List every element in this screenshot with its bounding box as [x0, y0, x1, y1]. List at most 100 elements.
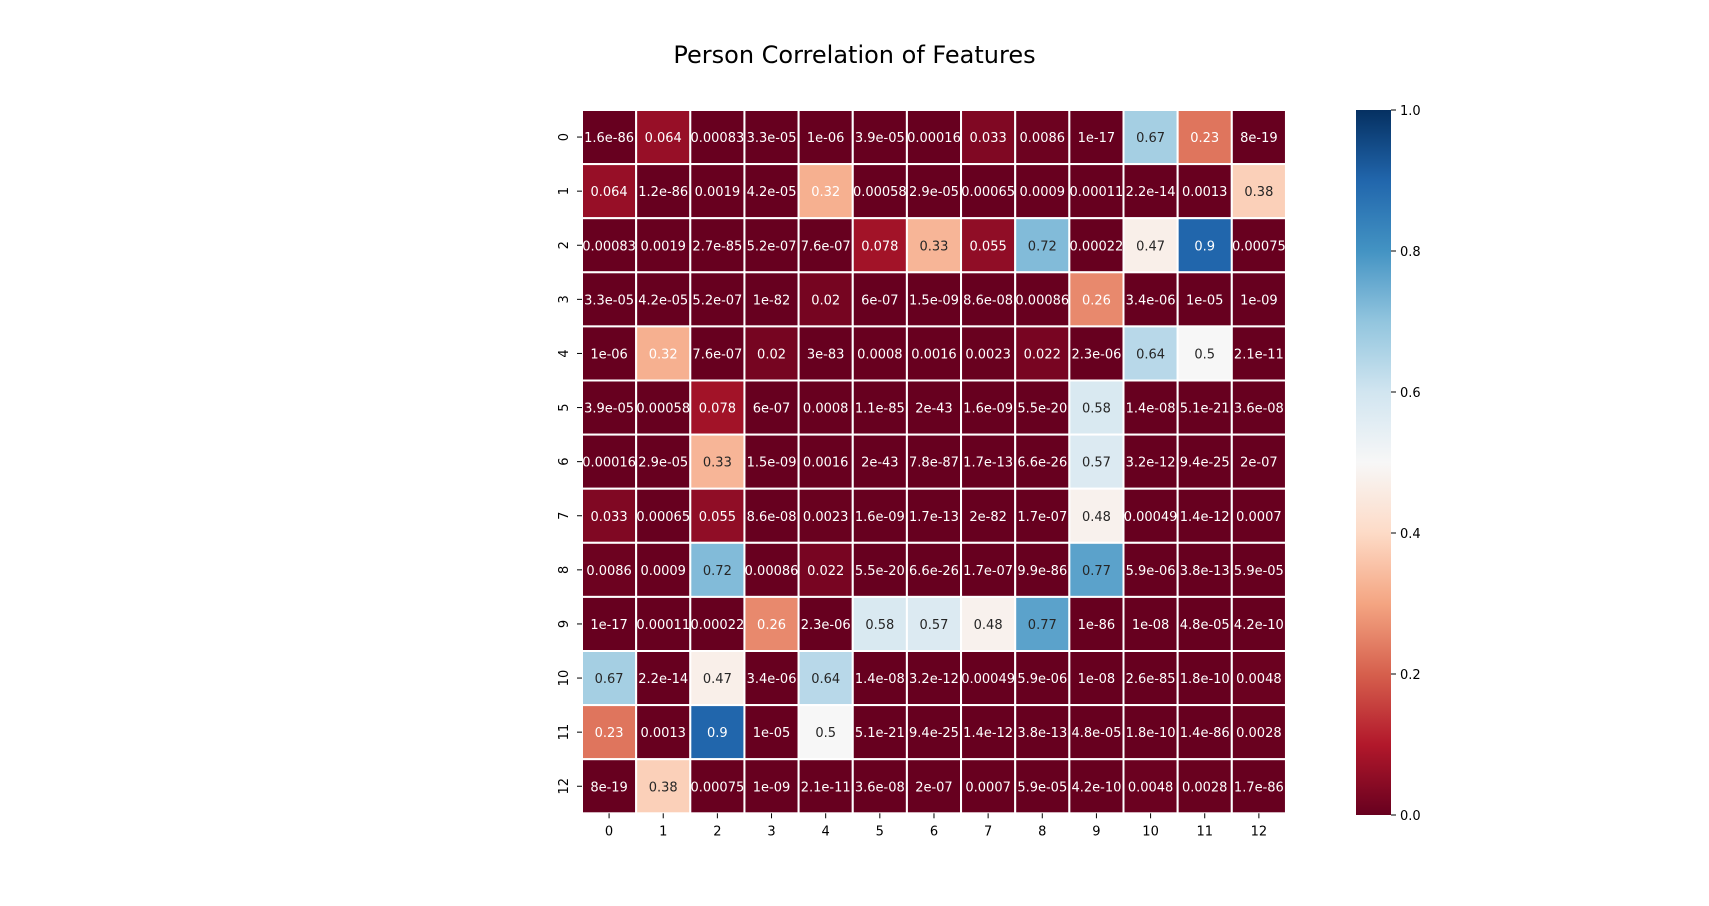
heatmap-cell-7-8 [1014, 487, 1071, 544]
y-tick-label: 2 [557, 241, 572, 249]
cell-label-6-3: 1.5e-09 [747, 456, 797, 471]
heatmap-cell-1-0 [581, 163, 638, 220]
colorbar-tick-label: 0.0 [1400, 809, 1421, 824]
cell-label-3-9: 0.26 [1082, 293, 1111, 308]
cell-label-10-4: 0.64 [811, 672, 840, 687]
x-tick-label: 12 [1251, 824, 1268, 839]
cell-label-10-5: 1.4e-08 [855, 672, 905, 687]
cell-label-12-4: 2.1e-11 [801, 780, 851, 795]
cell-label-1-2: 0.0019 [695, 185, 741, 200]
heatmap-cell-2-3 [743, 217, 800, 274]
cell-label-6-10: 3.2e-12 [1126, 456, 1176, 471]
cell-label-5-8: 5.5e-20 [1017, 402, 1067, 417]
x-tick-label: 10 [1142, 824, 1159, 839]
heatmap-cell-5-12 [1230, 379, 1287, 436]
heatmap-cell-6-12 [1230, 433, 1287, 490]
heatmap-cell-7-4 [797, 487, 854, 544]
cell-label-0-5: 3.9e-05 [855, 131, 905, 146]
heatmap-cell-4-3 [743, 325, 800, 382]
heatmap-cell-11-5 [851, 704, 908, 761]
heatmap-cell-12-1 [635, 758, 692, 815]
heatmap-cell-7-1 [635, 487, 692, 544]
cell-label-2-5: 0.078 [861, 239, 898, 254]
heatmap-cell-8-4 [797, 541, 854, 598]
y-tick-label: 1 [557, 187, 572, 195]
heatmap-cell-4-1 [635, 325, 692, 382]
x-tick-label: 3 [767, 824, 775, 839]
colorbar-tick-label: 0.6 [1400, 386, 1421, 401]
cell-label-11-5: 5.1e-21 [855, 726, 905, 741]
cell-label-12-3: 1e-09 [753, 780, 791, 795]
cell-label-0-12: 8e-19 [1240, 131, 1278, 146]
heatmap-cell-1-9 [1068, 163, 1125, 220]
cell-label-10-8: 5.9e-06 [1017, 672, 1067, 687]
x-tick-label: 11 [1196, 824, 1213, 839]
x-tick-label: 2 [713, 824, 721, 839]
heatmap-cell-12-9 [1068, 758, 1125, 815]
y-tick-label: 11 [557, 724, 572, 741]
heatmap-cell-4-2 [689, 325, 746, 382]
heatmap-cell-3-5 [851, 271, 908, 328]
heatmap-cell-6-0 [581, 433, 638, 490]
x-tick-label: 4 [822, 824, 830, 839]
cell-label-11-8: 3.8e-13 [1017, 726, 1067, 741]
cell-label-9-12: 4.2e-10 [1234, 618, 1284, 633]
cell-label-10-0: 0.67 [595, 672, 624, 687]
cell-label-10-3: 3.4e-06 [747, 672, 797, 687]
x-tick-label: 9 [1092, 824, 1100, 839]
y-tick-label: 10 [557, 670, 572, 687]
cell-label-12-6: 2e-07 [915, 780, 953, 795]
cell-label-12-0: 8e-19 [590, 780, 628, 795]
cell-label-2-7: 0.055 [970, 239, 1007, 254]
y-tick-label: 8 [557, 566, 572, 574]
colorbar: 0.0 0.2 0.4 0.6 0.8 1.0 [1356, 104, 1421, 824]
cell-label-0-11: 0.23 [1190, 131, 1219, 146]
cell-label-1-6: 2.9e-05 [909, 185, 959, 200]
heatmap-cell-4-10 [1122, 325, 1179, 382]
heatmap-cell-11-4 [797, 704, 854, 761]
cell-label-0-10: 0.67 [1136, 131, 1165, 146]
cell-label-9-4: 2.3e-06 [801, 618, 851, 633]
heatmap-cell-1-3 [743, 163, 800, 220]
cell-label-9-5: 0.58 [865, 618, 894, 633]
cell-label-1-7: 0.00065 [961, 185, 1015, 200]
heatmap-cell-8-3 [743, 541, 800, 598]
heatmap-cell-1-2 [689, 163, 746, 220]
heatmap-cell-0-11 [1176, 109, 1233, 166]
cell-label-10-6: 3.2e-12 [909, 672, 959, 687]
cell-label-1-1: 1.2e-86 [638, 185, 688, 200]
cell-label-12-10: 0.0048 [1128, 780, 1174, 795]
cell-label-1-11: 0.0013 [1182, 185, 1228, 200]
cell-label-5-6: 2e-43 [915, 402, 953, 417]
cell-label-9-10: 1e-08 [1132, 618, 1170, 633]
cell-label-8-4: 0.022 [807, 564, 844, 579]
cell-label-0-6: 0.00016 [907, 131, 961, 146]
cell-label-1-10: 2.2e-14 [1126, 185, 1176, 200]
heatmap-cell-7-9 [1068, 487, 1125, 544]
heatmap-cell-1-10 [1122, 163, 1179, 220]
cell-label-11-4: 0.5 [815, 726, 836, 741]
heatmap-cell-5-6 [905, 379, 963, 436]
cell-label-12-2: 0.00075 [690, 780, 744, 795]
cell-label-3-10: 3.4e-06 [1126, 293, 1176, 308]
cell-label-7-4: 0.0023 [803, 510, 849, 525]
heatmap-cell-0-1 [635, 109, 692, 166]
x-tick-label: 0 [605, 824, 613, 839]
cell-label-7-3: 8.6e-08 [747, 510, 797, 525]
cell-label-3-0: 3.3e-05 [584, 293, 634, 308]
cell-label-2-3: 5.2e-07 [747, 239, 797, 254]
x-tick-label: 6 [930, 824, 938, 839]
colorbar-tick-label: 0.2 [1400, 668, 1421, 683]
cell-label-9-11: 4.8e-05 [1180, 618, 1230, 633]
x-tick-label: 8 [1038, 824, 1046, 839]
cell-label-10-11: 1.8e-10 [1180, 672, 1230, 687]
cell-label-8-3: 0.00086 [745, 564, 799, 579]
cell-label-5-5: 1.1e-85 [855, 402, 905, 417]
cell-label-11-9: 4.8e-05 [1071, 726, 1121, 741]
cell-label-12-12: 1.7e-86 [1234, 780, 1284, 795]
cell-label-6-8: 6.6e-26 [1017, 456, 1067, 471]
cell-label-7-10: 0.00049 [1124, 510, 1178, 525]
heatmap-cell-7-11 [1176, 487, 1233, 544]
cell-label-4-4: 3e-83 [807, 347, 845, 362]
